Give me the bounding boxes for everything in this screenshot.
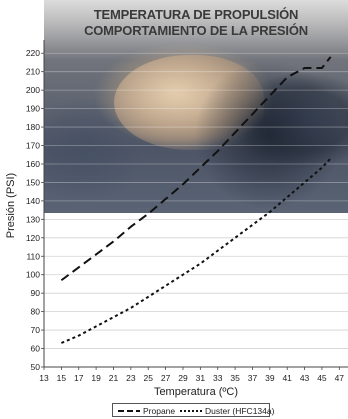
x-tick-label: 13 [39, 373, 49, 383]
x-tick-label: 45 [317, 373, 327, 383]
y-tick-label: 60 [31, 344, 41, 354]
y-tick-label: 70 [31, 325, 41, 335]
y-tick-label: 110 [26, 251, 40, 261]
legend-entry-propane: Propane [117, 405, 175, 417]
y-tick-label: 220 [26, 48, 40, 58]
legend-label-propane: Propane [143, 406, 176, 416]
x-tick-label: 21 [109, 373, 119, 383]
x-tick-label: 37 [248, 373, 258, 383]
x-tick-label: 43 [300, 373, 310, 383]
x-axis-label: Temperatura (ºC) [154, 386, 238, 398]
y-tick-label: 180 [26, 122, 40, 132]
x-tick-label: 17 [74, 373, 84, 383]
y-tick-label: 120 [26, 233, 40, 243]
y-tick-label: 80 [31, 307, 41, 317]
y-tick-label: 150 [26, 177, 40, 187]
y-tick-label: 90 [31, 288, 41, 298]
x-tick-label: 33 [213, 373, 223, 383]
chart-title-line-1: TEMPERATURA DE PROPULSIÓN [93, 7, 299, 22]
legend-entry-duster: Duster (HFC134a) [179, 405, 274, 417]
y-tick-label: 160 [26, 159, 40, 169]
y-tick-label: 50 [31, 362, 41, 372]
x-tick-label: 39 [265, 373, 275, 383]
y-tick-label: 140 [26, 196, 40, 206]
y-tick-label: 130 [26, 214, 40, 224]
legend: Propane Duster (HFC134a) [112, 403, 274, 417]
chart-title-line-2: COMPORTAMIENTO DE LA PRESIÓN [84, 23, 308, 38]
x-tick-label: 25 [143, 373, 153, 383]
x-tick-label: 23 [126, 373, 136, 383]
y-tick-label: 100 [26, 270, 40, 280]
x-tick-label: 35 [230, 373, 240, 383]
legend-label-duster: Duster (HFC134a) [205, 406, 275, 416]
series-line-duster [60, 157, 332, 344]
y-tick-label: 170 [26, 141, 40, 151]
background-photo [44, 0, 348, 213]
x-tick-label: 47 [335, 373, 345, 383]
y-tick-label: 210 [26, 67, 40, 77]
x-tick-label: 19 [91, 373, 101, 383]
series-line-propane [60, 56, 332, 282]
x-tick-label: 41 [282, 373, 292, 383]
legend-swatch-propane [118, 410, 140, 412]
x-tick-label: 31 [196, 373, 206, 383]
y-axis-label: Presión (PSI) [5, 173, 17, 238]
x-tick-label: 27 [161, 373, 171, 383]
x-tick-label: 29 [178, 373, 188, 383]
y-tick-label: 200 [26, 85, 40, 95]
legend-swatch-duster [180, 410, 202, 412]
x-tick-label: 15 [57, 373, 67, 383]
y-tick-label: 190 [26, 104, 40, 114]
